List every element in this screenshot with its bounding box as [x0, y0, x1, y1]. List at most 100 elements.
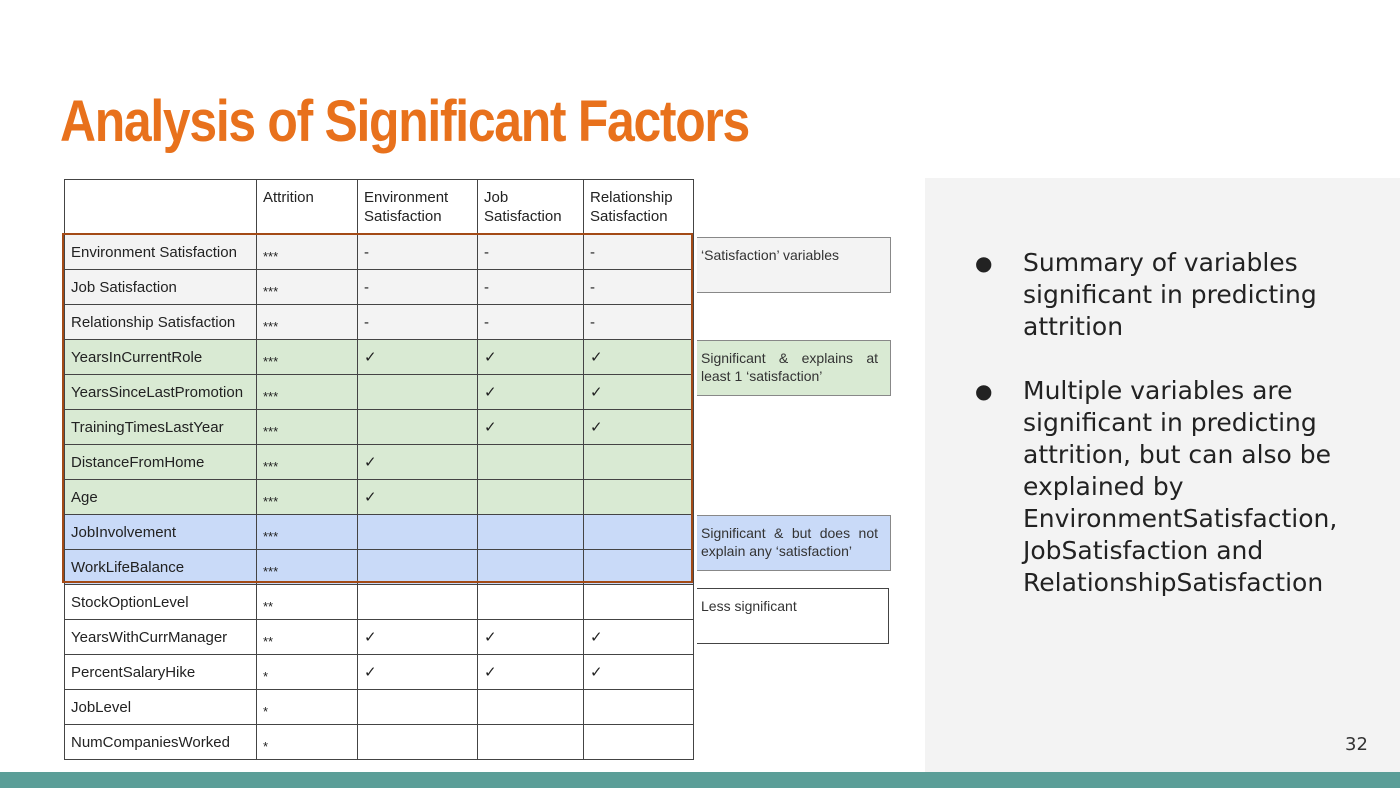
bullet-text: Multiple variables are significant in pr… — [1023, 376, 1338, 597]
attrition-significance-cell: *** — [256, 479, 358, 515]
satisfaction-cell: ✓ — [583, 654, 694, 690]
bullet-dot-icon: ● — [975, 251, 993, 275]
table-row: Environment Satisfaction *** - - - — [64, 234, 694, 270]
table-row: NumCompaniesWorked * — [64, 724, 694, 760]
satisfaction-cell — [357, 549, 478, 585]
table-header-row: Attrition Environment Satisfaction Job S… — [64, 179, 694, 235]
header-relationship-satisfaction: Relationship Satisfaction — [583, 179, 694, 235]
satisfaction-cell — [477, 479, 584, 515]
attrition-significance-cell: *** — [256, 514, 358, 550]
slide-title: Analysis of Significant Factors — [60, 89, 750, 154]
attrition-significance-cell: * — [256, 724, 358, 760]
variable-name-cell: Age — [64, 479, 257, 515]
table-row: Relationship Satisfaction *** - - - — [64, 304, 694, 340]
satisfaction-cell — [477, 584, 584, 620]
table-row: StockOptionLevel ** — [64, 584, 694, 620]
satisfaction-cell: ✓ — [357, 654, 478, 690]
footer-bar — [0, 772, 1400, 788]
attrition-significance-cell: *** — [256, 269, 358, 305]
satisfaction-cell — [477, 514, 584, 550]
attrition-significance-cell: *** — [256, 444, 358, 480]
variable-name-cell: Relationship Satisfaction — [64, 304, 257, 340]
table-row: YearsInCurrentRole *** ✓ ✓ ✓ — [64, 339, 694, 375]
table-row: Age *** ✓ — [64, 479, 694, 515]
attrition-significance-cell: *** — [256, 409, 358, 445]
satisfaction-cell — [583, 549, 694, 585]
satisfaction-cell — [477, 689, 584, 725]
satisfaction-cell: - — [357, 269, 478, 305]
attrition-significance-cell: * — [256, 689, 358, 725]
table-row: Job Satisfaction *** - - - — [64, 269, 694, 305]
variable-name-cell: JobLevel — [64, 689, 257, 725]
legend-significant-not-explains: Significant & but does not explain any ‘… — [697, 515, 891, 571]
table-body: Environment Satisfaction *** - - - Job Satisf… — [64, 234, 694, 760]
satisfaction-cell: ✓ — [583, 339, 694, 375]
legend-satisfaction-variables: ‘Satisfaction’ variables — [697, 237, 891, 293]
satisfaction-cell: - — [477, 269, 584, 305]
variable-name-cell: Job Satisfaction — [64, 269, 257, 305]
variable-name-cell: StockOptionLevel — [64, 584, 257, 620]
table-row: TrainingTimesLastYear *** ✓ ✓ — [64, 409, 694, 445]
satisfaction-cell: ✓ — [477, 339, 584, 375]
satisfaction-cell: - — [583, 269, 694, 305]
header-attrition: Attrition — [256, 179, 358, 235]
table-row: YearsWithCurrManager ** ✓ ✓ ✓ — [64, 619, 694, 655]
satisfaction-cell — [357, 584, 478, 620]
variable-name-cell: YearsWithCurrManager — [64, 619, 257, 655]
satisfaction-cell: - — [357, 234, 478, 270]
attrition-significance-cell: *** — [256, 339, 358, 375]
bullet-item: ● Multiple variables are significant in … — [975, 375, 1375, 599]
satisfaction-cell: ✓ — [357, 444, 478, 480]
satisfaction-cell: - — [477, 234, 584, 270]
attrition-significance-cell: *** — [256, 234, 358, 270]
bullet-text: Summary of variables significant in pred… — [1023, 248, 1317, 341]
legend-less-significant: Less significant — [697, 588, 889, 644]
header-cell-blank — [64, 179, 257, 235]
satisfaction-cell: ✓ — [583, 409, 694, 445]
variable-name-cell: WorkLifeBalance — [64, 549, 257, 585]
variable-name-cell: TrainingTimesLastYear — [64, 409, 257, 445]
satisfaction-cell — [357, 724, 478, 760]
satisfaction-cell: ✓ — [477, 654, 584, 690]
satisfaction-cell: - — [477, 304, 584, 340]
variable-name-cell: YearsSinceLastPromotion — [64, 374, 257, 410]
satisfaction-cell — [477, 724, 584, 760]
variable-name-cell: NumCompaniesWorked — [64, 724, 257, 760]
satisfaction-cell: ✓ — [357, 619, 478, 655]
satisfaction-cell: ✓ — [583, 374, 694, 410]
attrition-significance-cell: *** — [256, 304, 358, 340]
table-row: JobLevel * — [64, 689, 694, 725]
attrition-significance-cell: ** — [256, 619, 358, 655]
satisfaction-cell — [357, 514, 478, 550]
variable-name-cell: DistanceFromHome — [64, 444, 257, 480]
satisfaction-cell — [583, 479, 694, 515]
bullet-dot-icon: ● — [975, 379, 993, 403]
page-number: 32 — [1345, 734, 1368, 755]
satisfaction-cell: ✓ — [477, 409, 584, 445]
attrition-significance-cell: * — [256, 654, 358, 690]
table-row: WorkLifeBalance *** — [64, 549, 694, 585]
satisfaction-cell: ✓ — [477, 619, 584, 655]
significance-table: Attrition Environment Satisfaction Job S… — [64, 179, 694, 760]
variable-name-cell: YearsInCurrentRole — [64, 339, 257, 375]
satisfaction-cell — [583, 689, 694, 725]
variable-name-cell: JobInvolvement — [64, 514, 257, 550]
notes-panel — [925, 178, 1400, 772]
attrition-significance-cell: *** — [256, 549, 358, 585]
satisfaction-cell — [477, 549, 584, 585]
legend-significant-explains: Significant & explains at least 1 ‘satis… — [697, 340, 891, 396]
header-job-satisfaction: Job Satisfaction — [477, 179, 584, 235]
satisfaction-cell: - — [583, 234, 694, 270]
variable-name-cell: Environment Satisfaction — [64, 234, 257, 270]
satisfaction-cell — [583, 584, 694, 620]
satisfaction-cell — [583, 444, 694, 480]
bullet-item: ● Summary of variables significant in pr… — [975, 247, 1375, 343]
satisfaction-cell — [583, 724, 694, 760]
satisfaction-cell: ✓ — [357, 339, 478, 375]
satisfaction-cell — [583, 514, 694, 550]
attrition-significance-cell: ** — [256, 584, 358, 620]
table-row: JobInvolvement *** — [64, 514, 694, 550]
table-row: YearsSinceLastPromotion *** ✓ ✓ — [64, 374, 694, 410]
table-row: PercentSalaryHike * ✓ ✓ ✓ — [64, 654, 694, 690]
satisfaction-cell: - — [583, 304, 694, 340]
